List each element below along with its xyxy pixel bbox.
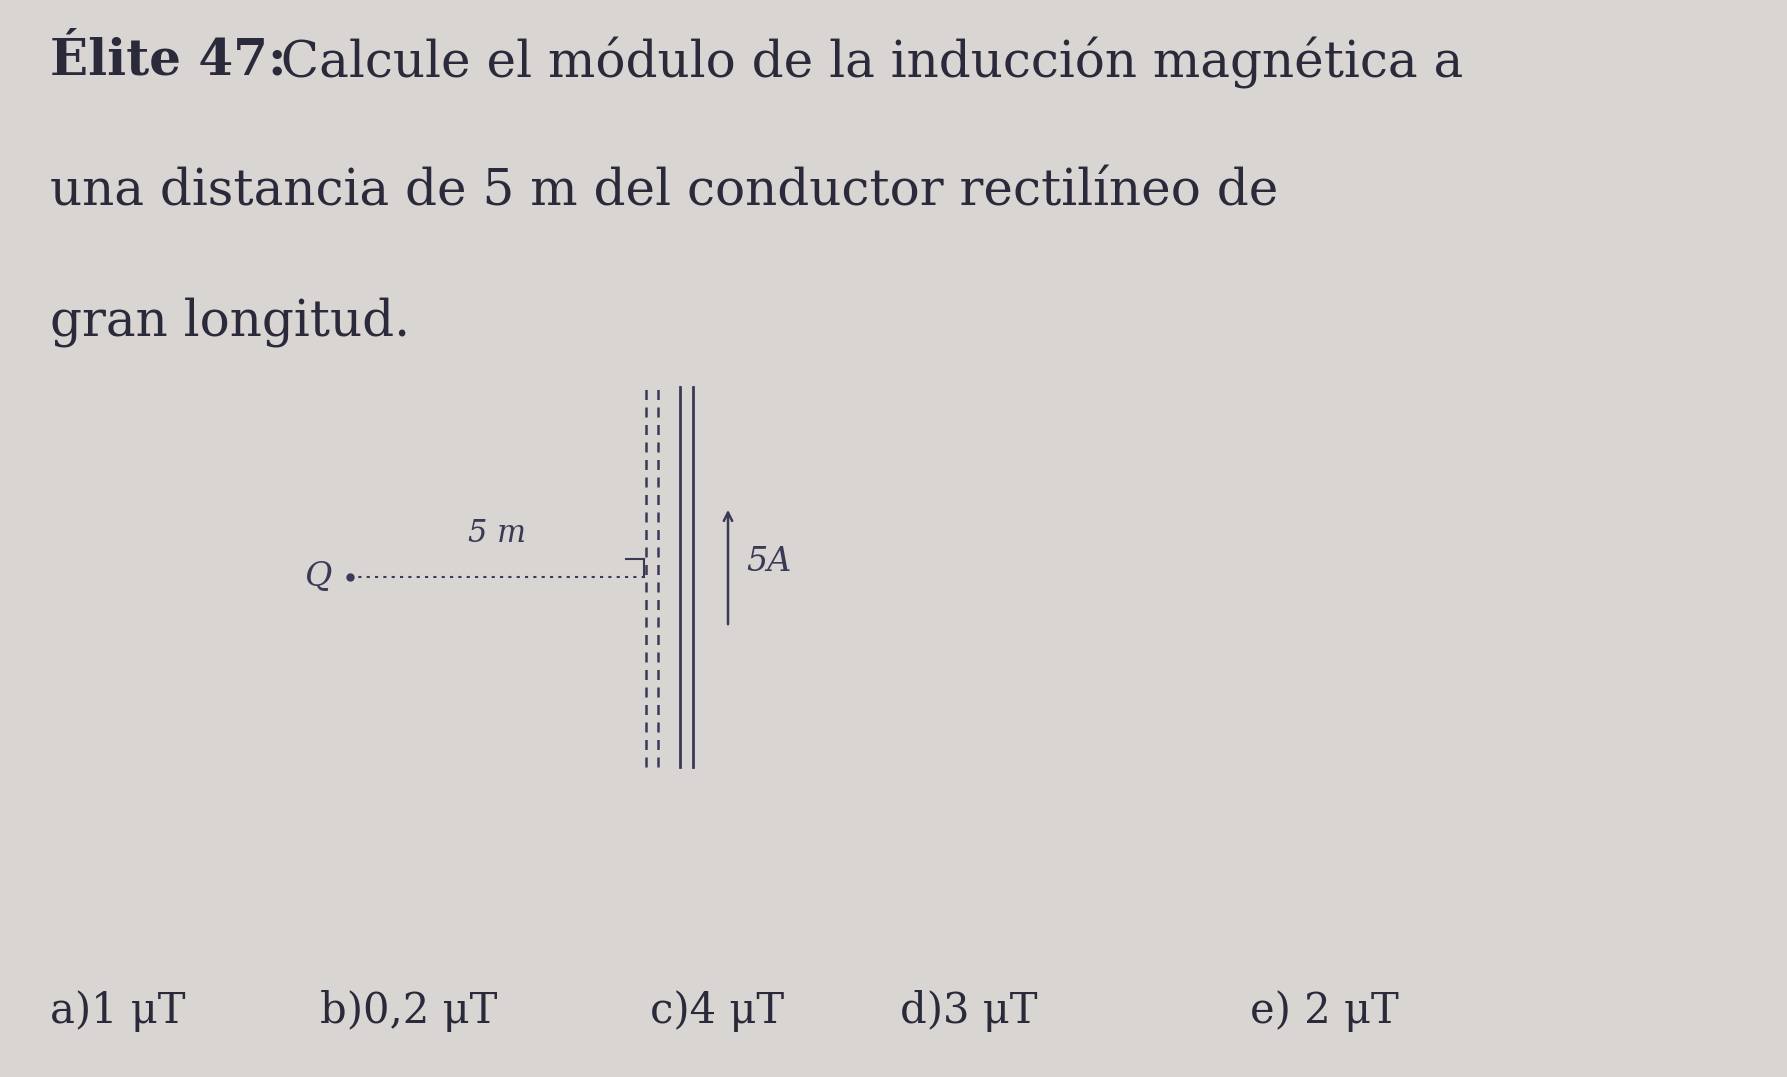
Text: b)0,2 μT: b)0,2 μT [320, 990, 497, 1032]
Text: c)4 μT: c)4 μT [650, 990, 784, 1032]
Text: Calcule el módulo de la inducción magnética a: Calcule el módulo de la inducción magnét… [264, 37, 1464, 89]
Text: 5 m: 5 m [468, 518, 525, 549]
Text: 5A: 5A [745, 546, 792, 578]
Text: a)1 μT: a)1 μT [50, 990, 186, 1032]
Text: d)3 μT: d)3 μT [901, 990, 1038, 1032]
Text: Q: Q [304, 561, 332, 593]
Text: una distancia de 5 m del conductor rectilíneo de: una distancia de 5 m del conductor recti… [50, 167, 1278, 216]
Text: gran longitud.: gran longitud. [50, 297, 411, 347]
Text: Élite 47:: Élite 47: [50, 37, 286, 86]
Text: e) 2 μT: e) 2 μT [1249, 990, 1399, 1032]
